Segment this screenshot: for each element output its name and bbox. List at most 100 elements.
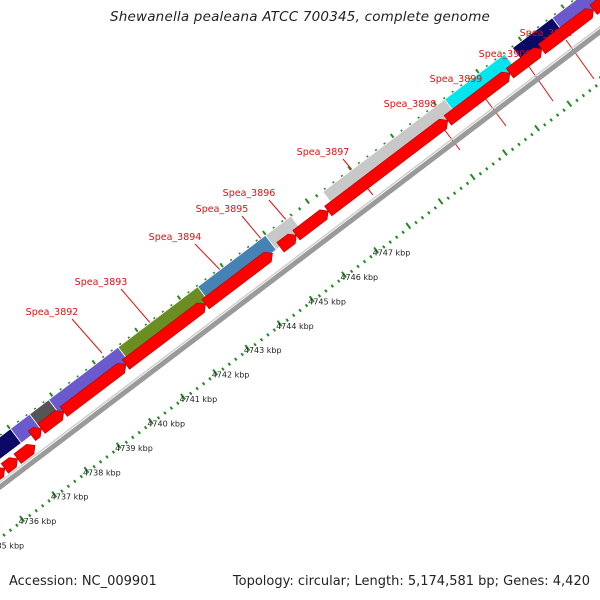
scale-tick	[534, 124, 541, 132]
scale-label: 4736 kbp	[19, 517, 57, 526]
scale-tick	[317, 293, 322, 298]
scale-tick	[388, 240, 392, 244]
scale-tick	[405, 222, 412, 230]
kbp-scale-ring: 4735 kbp 4736 kbp 4737 kbp 4738 kbp 4739 kbp…	[0, 76, 600, 551]
scale-tick	[272, 328, 277, 332]
scale-tick	[575, 98, 579, 103]
scale-label: 4746 kbp	[340, 273, 378, 282]
scale-tick	[549, 118, 553, 122]
scale-tick	[459, 186, 463, 191]
cds-feature	[27, 427, 42, 442]
backbone-ring	[0, 25, 600, 491]
scale-tick	[169, 406, 174, 410]
outer-tick	[297, 206, 302, 211]
gene-label: Spea_3894	[149, 232, 202, 243]
scale-tick	[66, 484, 71, 489]
cds-feature	[589, 0, 600, 15]
scale-tick	[298, 308, 302, 313]
scale-label: 4743 kbp	[244, 346, 282, 355]
scale-tick	[491, 162, 495, 166]
cds-feature	[59, 363, 127, 417]
scale-tick	[79, 474, 83, 479]
gene-label: Spea_3895	[196, 204, 249, 215]
scale-tick	[201, 381, 206, 386]
scale-tick	[131, 435, 135, 440]
scale-tick	[501, 149, 508, 156]
scale-tick	[47, 499, 51, 503]
gene-label: Spea_3898	[384, 99, 437, 110]
scale-tick	[349, 269, 354, 274]
scale-tick	[227, 362, 232, 366]
scale-tick	[115, 442, 122, 449]
scale-tick	[40, 503, 45, 508]
gene-labels: Spea_3892 Spea_3893 Spea_3894 Spea_3895 Spea…	[26, 28, 573, 318]
scale-tick	[240, 352, 244, 357]
scale-label: 4738 kbp	[83, 468, 121, 477]
gene-label: Spea_3899	[430, 74, 483, 85]
scale-tick	[253, 342, 257, 347]
scale-label: 4741 kbp	[180, 395, 218, 404]
leader-line	[565, 39, 595, 80]
cds-feature	[0, 467, 6, 480]
scale-tick	[543, 123, 547, 127]
cds-feature	[537, 8, 594, 55]
scale-tick	[51, 491, 58, 498]
scale-tick	[208, 377, 212, 381]
scale-tick	[124, 440, 129, 445]
scale-tick	[594, 83, 598, 88]
scale-tick	[420, 215, 425, 220]
backbone-highlight	[0, 25, 600, 483]
scale-tick	[105, 455, 109, 459]
scale-tick	[2, 533, 6, 537]
cds-feature	[37, 410, 65, 434]
scale-tick	[188, 391, 193, 396]
scale-tick	[414, 220, 418, 225]
cog-block	[197, 234, 277, 302]
genome-info-text: Topology: circular; Length: 5,174,581 bp…	[232, 574, 590, 589]
scale-label: 4744 kbp	[276, 322, 314, 331]
cds-feature	[201, 251, 273, 310]
scale-tick	[485, 167, 489, 171]
gene-label: Spea_3892	[26, 307, 79, 318]
scale-tick	[324, 289, 328, 293]
outer-tick	[315, 194, 319, 198]
scale-tick	[276, 320, 283, 327]
scale-tick	[394, 235, 399, 239]
scale-tick	[15, 523, 19, 528]
scale-tick	[180, 393, 186, 401]
scale-tick	[497, 157, 502, 161]
scale-tick	[510, 147, 515, 152]
scale-tick	[427, 210, 431, 215]
scale-label: 4737 kbp	[51, 493, 89, 502]
scale-tick	[176, 401, 180, 406]
map-title: Shewanella pealeana ATCC 700345, complet…	[109, 9, 491, 25]
accession-text: Accession: NC_009901	[9, 574, 157, 589]
cds-track	[0, 0, 600, 480]
scale-tick	[266, 333, 270, 337]
cds-feature	[443, 71, 511, 126]
gene-label: Spea_3896	[223, 188, 276, 199]
cog-block	[117, 286, 210, 363]
scale-tick	[523, 137, 528, 142]
scale-label: 4745 kbp	[308, 297, 346, 306]
scale-tick	[433, 206, 438, 210]
scale-tick	[356, 264, 360, 269]
scale-tick	[98, 460, 103, 464]
scale-tick	[111, 450, 116, 454]
scale-tick	[446, 196, 450, 200]
scale-tick	[478, 171, 483, 176]
scale-tick	[234, 357, 238, 362]
scale-tick	[291, 313, 296, 318]
cds-feature	[0, 457, 18, 474]
backbone-line	[0, 28, 600, 491]
scale-label: 4740 kbp	[147, 419, 185, 428]
scale-tick	[304, 303, 309, 308]
scale-tick	[566, 100, 573, 108]
cds-feature	[292, 209, 329, 241]
scale-tick	[452, 191, 457, 196]
outer-tick	[304, 198, 310, 205]
scale-tick	[341, 271, 347, 279]
scale-tick	[308, 295, 315, 303]
scale-tick	[330, 284, 335, 288]
